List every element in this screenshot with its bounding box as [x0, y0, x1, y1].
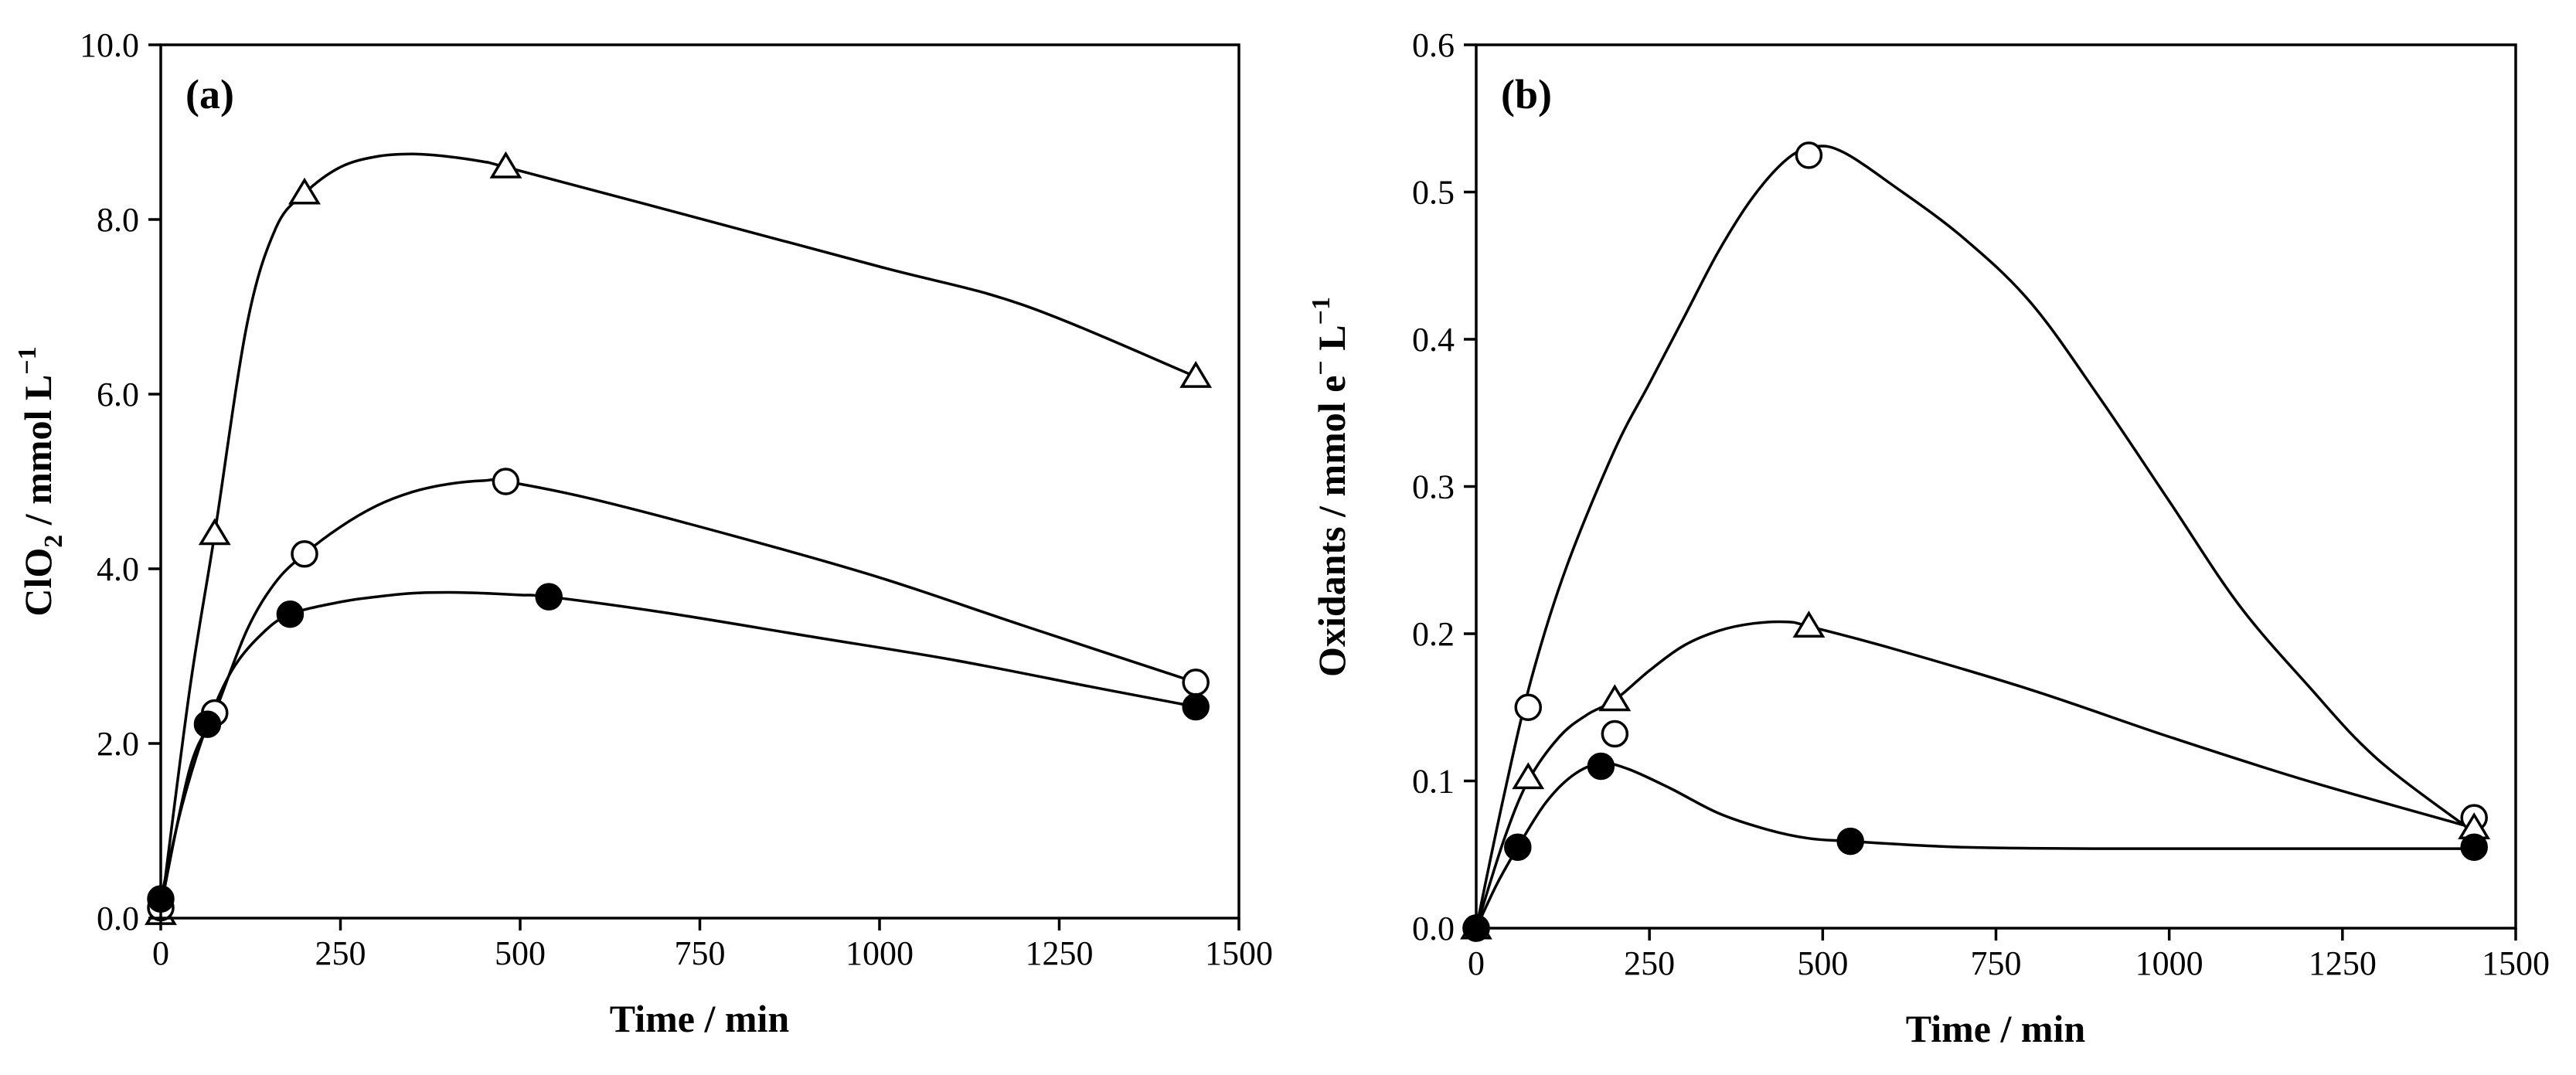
- panel-b-x-tick-label: 1000: [2135, 944, 2203, 982]
- panel-a-point-triangle-open: [489, 151, 522, 179]
- panel-b-point-circle-filled: [2460, 833, 2488, 861]
- panel-a: 0 250 500 750 1000 1250 1500 0.0 2.0 4.0 6.0 8.0 10.…: [13, 26, 1273, 1040]
- panel-b-point-circle-open: [1795, 141, 1823, 169]
- panel-b-y-axis-title-rest: L: [1310, 325, 1353, 360]
- panel-a-point-triangle-open: [288, 177, 321, 205]
- panel-a-point-circle-filled: [1182, 692, 1210, 721]
- panel-a-x-tick-label: 500: [495, 934, 546, 972]
- panel-a-series-circle-filled-line: [159, 590, 1196, 900]
- panel-b-x-axis-title: Time / min: [1906, 1007, 2086, 1050]
- panel-b: 0 250 500 750 1000 1250 1500 0.0 0.1 0.2 0.3 0.4 0.5…: [1307, 26, 2550, 1050]
- panel-a-x-tick-label: 1000: [846, 934, 914, 972]
- panel-a-x-tick-label: 750: [675, 934, 726, 972]
- panel-a-x-tick-label: 0: [152, 934, 169, 972]
- panel-b-y-tick-label: 0.0: [1412, 910, 1455, 947]
- panel-b-y-axis-title-superscript-e: −: [1307, 360, 1336, 375]
- panel-a-point-circle-open: [291, 540, 318, 568]
- panel-b-y-axis-title-main: Oxidants / mmol e: [1310, 376, 1353, 677]
- panel-b-y-tick-label: 0.6: [1412, 26, 1455, 64]
- panel-a-series-circle-open-line: [159, 478, 1196, 908]
- panel-a-point-circle-open: [1182, 668, 1210, 696]
- panel-a-series-triangle-open-line: [159, 152, 1196, 914]
- panel-a-point-circle-open: [492, 468, 520, 495]
- panel-a-y-tick-label: 8.0: [97, 201, 139, 239]
- panel-b-x-tick-label: 250: [1624, 944, 1675, 982]
- panel-b-point-circle-filled: [1504, 833, 1532, 861]
- panel-a-y-tick-label: 6.0: [97, 376, 139, 413]
- panel-a-y-tick-label: 2.0: [97, 725, 139, 763]
- panel-b-point-circle-open: [1514, 693, 1542, 721]
- panel-a-point-circle-filled: [193, 710, 222, 738]
- panel-b-ticks: 0 250 500 750 1000 1250 1500 0.0 0.1 0.2 0.3 0.4 0.5…: [1412, 26, 2550, 982]
- panel-b-point-triangle-open: [1598, 684, 1632, 712]
- panel-b-y-tick-label: 0.5: [1412, 174, 1455, 212]
- panel-a-series-layer: [145, 151, 1213, 925]
- panel-b-point-triangle-open: [1512, 762, 1545, 790]
- panel-a-y-axis-title-main: ClO: [16, 548, 60, 617]
- panel-a-y-axis-title-subscript: 2: [39, 535, 68, 548]
- panel-b-y-tick-label: 0.3: [1412, 468, 1455, 506]
- panel-a-y-axis-title-rest: / mmol L: [16, 375, 60, 535]
- panel-a-label: (a): [185, 71, 234, 117]
- panel-b-y-axis-title-superscript-l: −1: [1307, 297, 1336, 325]
- panel-b-point-circle-filled: [1587, 752, 1615, 781]
- panel-b-x-tick-label: 1250: [2309, 944, 2377, 982]
- panel-a-x-tick-label: 1250: [1026, 934, 1094, 972]
- panel-b-point-circle-filled: [1836, 827, 1864, 856]
- panel-a-point-circle-filled: [276, 600, 305, 628]
- panel-b-series-triangle-open-line: [1475, 620, 2475, 929]
- panel-b-label: (b): [1501, 71, 1552, 117]
- panel-a-y-tick-label: 0.0: [97, 900, 139, 937]
- panel-b-y-axis-title: Oxidants / mmol e− L−1: [1307, 297, 1353, 677]
- panel-a-point-triangle-open: [198, 518, 231, 546]
- panel-a-y-axis-title-superscript: −1: [13, 346, 42, 374]
- panel-b-x-tick-label: 750: [1971, 944, 2022, 982]
- panel-b-series-layer: [1460, 141, 2491, 942]
- panel-b-y-tick-label: 0.2: [1412, 615, 1455, 653]
- panel-b-point-triangle-open: [1792, 611, 1826, 638]
- panel-a-point-triangle-open: [1179, 360, 1213, 388]
- panel-a-y-tick-label: 10.0: [80, 26, 139, 64]
- panel-b-point-circle-open: [1601, 720, 1629, 748]
- panel-b-y-tick-label: 0.4: [1412, 321, 1455, 359]
- panel-a-point-circle-filled: [535, 583, 563, 611]
- panel-a-y-axis-title: ClO2 / mmol L−1: [13, 346, 68, 616]
- panel-b-series-circle-open-line: [1475, 145, 2476, 929]
- panel-a-x-tick-label: 250: [315, 934, 366, 972]
- panel-b-x-tick-label: 1500: [2482, 944, 2550, 982]
- panel-a-y-tick-label: 4.0: [97, 550, 139, 588]
- panel-b-series-circle-filled-line: [1475, 761, 2475, 929]
- panel-b-x-tick-label: 500: [1797, 944, 1848, 982]
- panel-a-plot-frame: [159, 43, 1240, 920]
- panel-a-ticks: 0 250 500 750 1000 1250 1500 0.0 2.0 4.0 6.0 8.0 10.…: [80, 26, 1273, 972]
- panel-b-y-tick-label: 0.1: [1412, 763, 1455, 801]
- panel-b-x-tick-label: 0: [1468, 944, 1485, 982]
- panel-a-x-tick-label: 1500: [1205, 934, 1273, 972]
- panel-a-x-axis-title: Time / min: [610, 997, 790, 1040]
